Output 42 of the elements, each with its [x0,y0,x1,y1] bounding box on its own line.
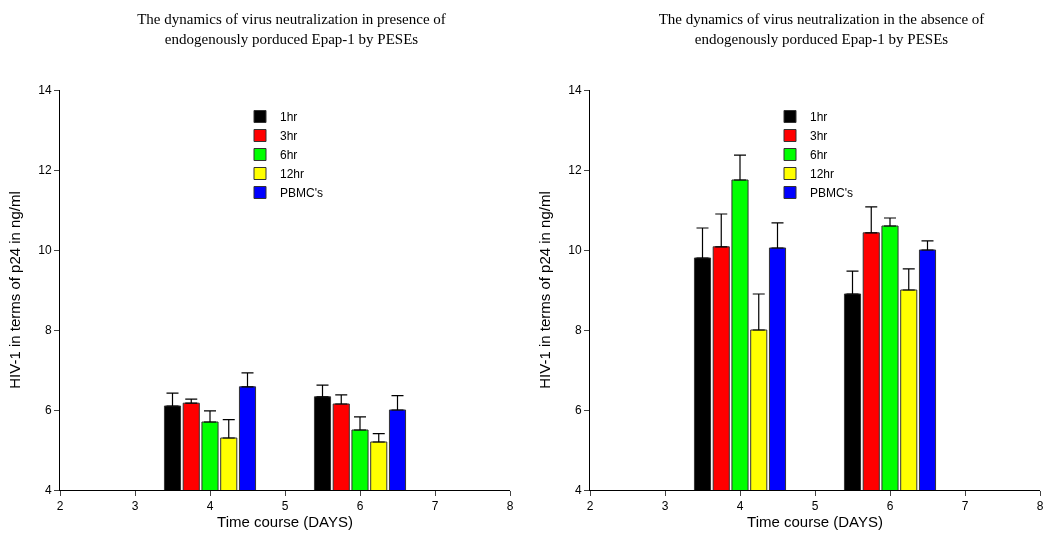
y-tick-label: 10 [38,243,52,258]
legend-label: PBMC's [810,186,853,201]
legend-label: 1hr [280,110,298,125]
x-tick-label: 6 [886,499,894,514]
chart-title: The dynamics of virus neutralization in presence of endogenously porduced Epap-1 by PESEs [137,11,446,47]
legend-label: 6hr [810,148,828,163]
y-tick-label: 6 [574,403,582,418]
legend-label: PBMC's [280,186,323,201]
x-axis-title: Time course (DAYS) [217,513,353,531]
x-tick-label: 3 [661,499,669,514]
legend-label: 3hr [810,129,828,144]
y-tick-label: 8 [574,323,582,338]
legend-label: 6hr [280,148,298,163]
legend-label: 1hr [810,110,828,125]
y-axis-title: HIV-1 in terms of p24 in ng/ml [536,191,553,389]
x-tick-label: 8 [1036,499,1044,514]
x-tick-label: 3 [131,499,139,514]
x-tick-label: 5 [811,499,819,514]
x-tick-label: 7 [961,499,969,514]
x-tick-label: 5 [281,499,289,514]
x-tick-label: 6 [356,499,364,514]
x-tick-label: 4 [206,499,214,514]
x-axis-title: Time course (DAYS) [747,513,883,531]
y-tick-label: 6 [44,403,52,418]
y-tick-label: 14 [568,83,582,98]
legend-label: 12hr [810,167,835,182]
x-tick-label: 8 [506,499,514,514]
y-tick-label: 4 [44,483,52,498]
x-tick-label: 7 [431,499,439,514]
x-tick-label: 4 [736,499,744,514]
chart-title: The dynamics of virus neutralization in the absence of endogenously porduced Epap-1 by PESEs [658,11,985,47]
y-axis-title: HIV-1 in terms of p24 in ng/ml [6,191,23,389]
y-tick-label: 8 [44,323,52,338]
y-tick-label: 4 [574,483,582,498]
y-tick-label: 12 [568,163,582,178]
legend-label: 3hr [280,129,298,144]
x-tick-label: 2 [56,499,64,514]
x-tick-label: 2 [586,499,594,514]
y-tick-label: 10 [568,243,582,258]
y-tick-label: 14 [38,83,52,98]
y-tick-label: 12 [38,163,52,178]
legend-label: 12hr [280,167,305,182]
